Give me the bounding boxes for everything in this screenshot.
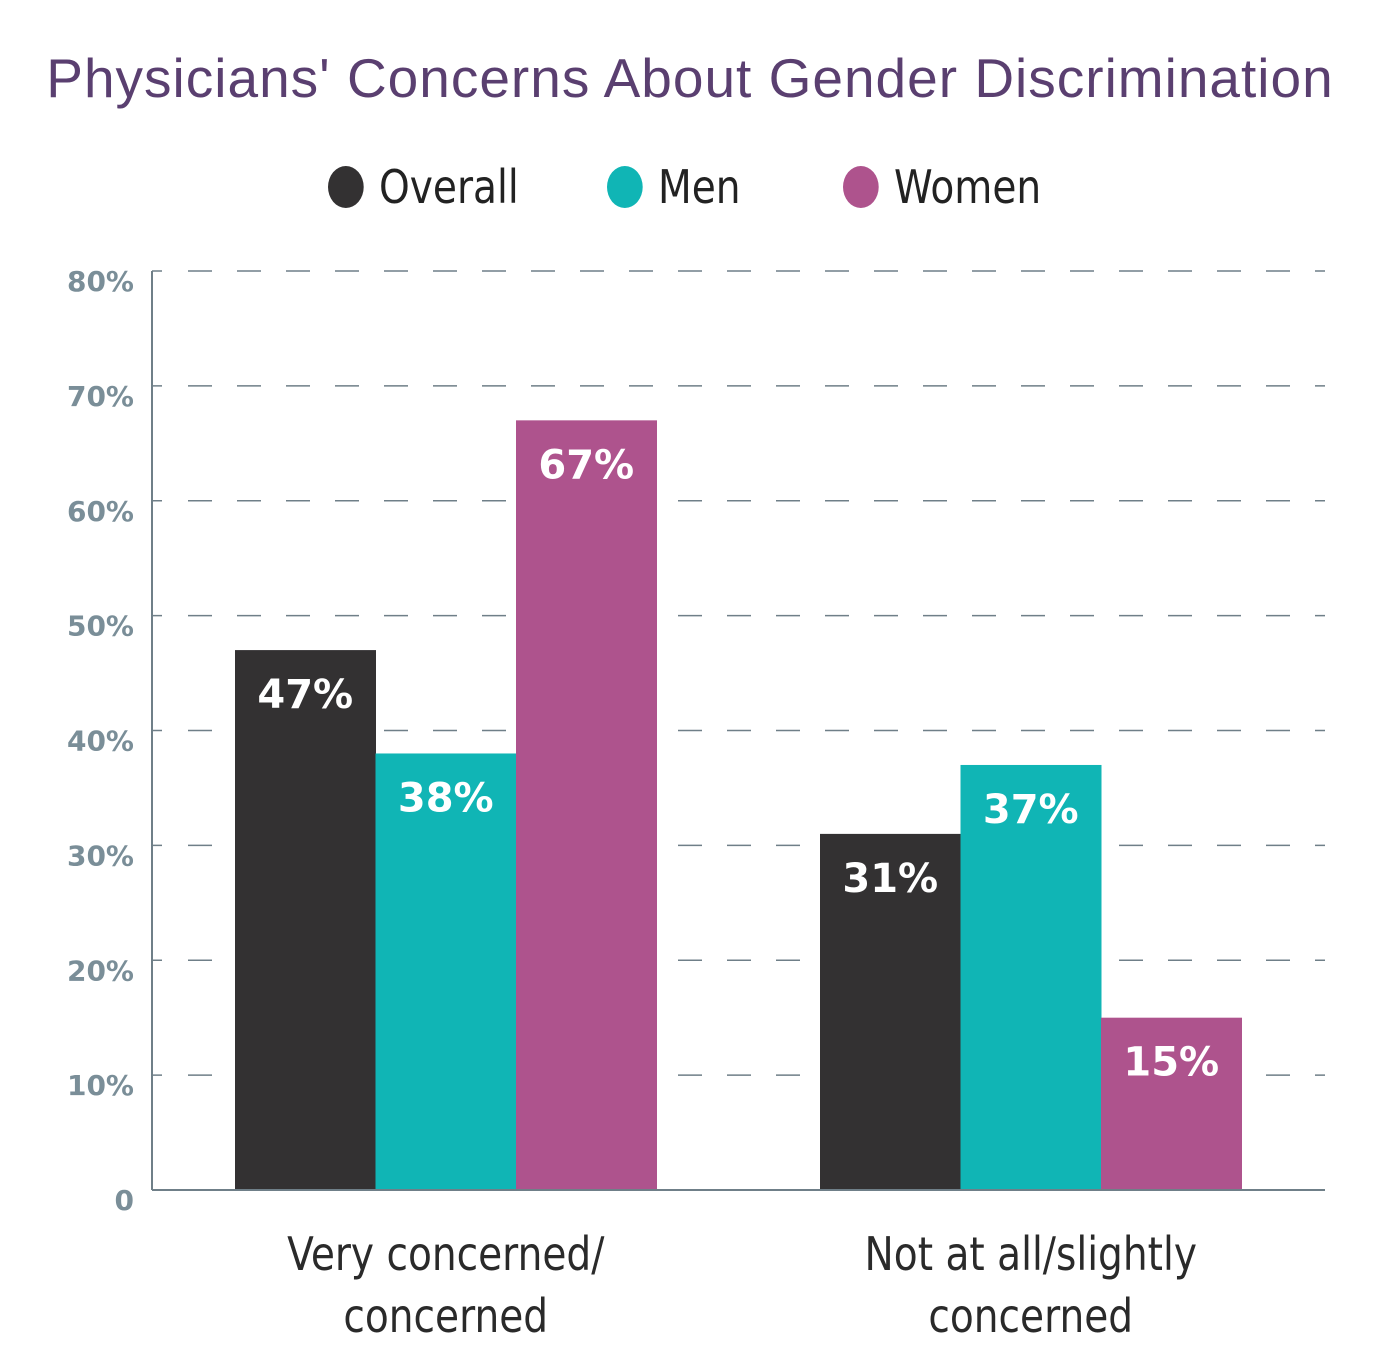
legend-swatch (607, 166, 643, 208)
data-label: 31% (842, 856, 938, 902)
y-tick-label: 50% (67, 610, 134, 643)
x-category-label: Very concerned/ (287, 1228, 605, 1282)
legend: Overall Men Women (0, 160, 1380, 220)
y-tick-label: 30% (67, 839, 134, 872)
bar-men (375, 753, 517, 1190)
y-tick-label: 60% (67, 495, 134, 528)
data-label: 15% (1123, 1040, 1219, 1086)
x-category-label: concerned (343, 1290, 548, 1344)
y-tick-label: 40% (67, 725, 134, 758)
y-tick-label: 20% (67, 954, 134, 987)
bar-overall (235, 650, 376, 1190)
legend-label: Women (894, 160, 1042, 214)
legend-swatch (843, 166, 879, 208)
legend-item-women: Women (843, 160, 1041, 214)
y-tick-label: 80% (67, 265, 134, 298)
data-label: 47% (257, 672, 353, 718)
y-tick-label: 0 (115, 1184, 134, 1217)
bar-men (960, 764, 1102, 1190)
x-category-label: Not at all/slightly (865, 1228, 1197, 1282)
bar-women (1101, 1017, 1242, 1190)
data-label: 37% (983, 787, 1079, 833)
legend-item-men: Men (607, 160, 741, 214)
bar-women (516, 420, 657, 1190)
x-category-label: concerned (928, 1290, 1133, 1344)
legend-swatch (328, 166, 364, 208)
bar-overall (820, 833, 961, 1190)
legend-label: Overall (379, 160, 519, 214)
y-tick-label: 10% (67, 1069, 134, 1102)
data-label: 38% (398, 775, 494, 821)
legend-item-overall: Overall (328, 160, 519, 214)
chart-title: Physicians' Concerns About Gender Discri… (46, 47, 1334, 109)
legend-label: Men (658, 160, 741, 214)
y-tick-label: 70% (67, 380, 134, 413)
data-label: 67% (538, 442, 634, 488)
